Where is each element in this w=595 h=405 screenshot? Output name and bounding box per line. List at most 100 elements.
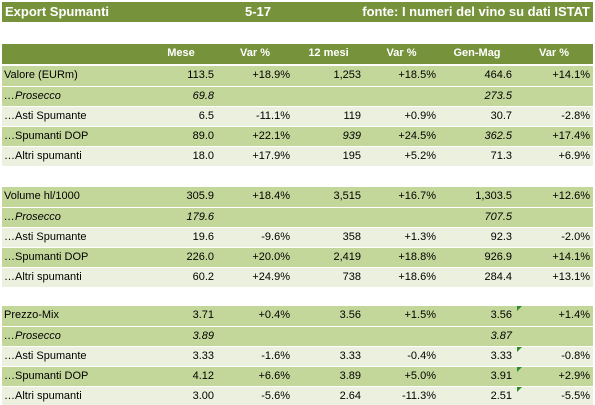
cell-var2: +5.0% [364, 366, 439, 387]
cell-var2: +18.6% [364, 267, 439, 288]
cell-var2: +5.2% [364, 146, 439, 167]
cell-mese: 4.12 [145, 366, 217, 387]
cell-genmag: 3.87 [439, 326, 515, 347]
cell-var1: -5.6% [217, 386, 293, 405]
column-header: Mese Var % 12 mesi Var % Gen-Mag Var % [2, 44, 593, 65]
cell-var2: -11.3% [364, 386, 439, 405]
table-row: …Prosecco 69.8 273.5 [2, 86, 593, 107]
cell-mese: 226.0 [145, 247, 217, 268]
cell-mese: 3.71 [145, 306, 217, 327]
cell-var1: +6.6% [217, 366, 293, 387]
table-row: …Asti Spumante 6.5 -11.1% 119 +0.9% 30.7… [2, 106, 593, 127]
table-row: …Altri spumanti 60.2 +24.9% 738 +18.6% 2… [2, 267, 593, 288]
table-row: …Asti Spumante 19.6 -9.6% 358 +1.3% 92.3… [2, 227, 593, 248]
cell-mese: 113.5 [145, 66, 217, 87]
cell-var2 [364, 326, 439, 347]
row-label: …Altri spumanti [2, 386, 145, 405]
cell-12mesi [293, 207, 364, 228]
cell-mese: 179.6 [145, 207, 217, 228]
cell-12mesi: 2,419 [293, 247, 364, 268]
cell-12mesi: 119 [293, 106, 364, 127]
cell-mese: 19.6 [145, 227, 217, 248]
cell-mese: 60.2 [145, 267, 217, 288]
header-cell-mese: Mese [145, 44, 217, 65]
report-title: Export Spumanti [5, 4, 110, 19]
cell-genmag: 273.5 [439, 86, 515, 107]
row-label: …Altri spumanti [2, 146, 145, 167]
table-row: Volume hl/1000 305.9 +18.4% 3,515 +16.7%… [2, 187, 593, 208]
cell-genmag: 707.5 [439, 207, 515, 228]
cell-var3: +13.1% [515, 267, 593, 288]
row-label: …Asti Spumante [2, 106, 145, 127]
cell-genmag: 464.6 [439, 66, 515, 87]
header-cell-var2: Var % [364, 44, 439, 65]
cell-var3: +2.9% [515, 366, 593, 387]
section-volume: Volume hl/1000 305.9 +18.4% 3,515 +16.7%… [2, 187, 593, 288]
cell-var2: +1.3% [364, 227, 439, 248]
section-prezzo: Prezzo-Mix 3.71 +0.4% 3.56 +1.5% 3.56 +1… [2, 306, 593, 405]
cell-genmag: 926.9 [439, 247, 515, 268]
cell-genmag: 3.56 [439, 306, 515, 327]
table-row: …Spumanti DOP 89.0 +22.1% 939 +24.5% 362… [2, 126, 593, 147]
cell-mese: 69.8 [145, 86, 217, 107]
cell-var1: +22.1% [217, 126, 293, 147]
row-label: …Prosecco [2, 86, 145, 107]
cell-var3 [515, 207, 593, 228]
row-label: …Asti Spumante [2, 346, 145, 367]
table-row: …Prosecco 179.6 707.5 [2, 207, 593, 228]
row-label: …Prosecco [2, 207, 145, 228]
row-label: …Asti Spumante [2, 227, 145, 248]
cell-genmag: 2.51 [439, 386, 515, 405]
cell-genmag: 3.33 [439, 346, 515, 367]
cell-var1: +0.4% [217, 306, 293, 327]
cell-mese: 6.5 [145, 106, 217, 127]
cell-var2: +24.5% [364, 126, 439, 147]
row-label: …Altri spumanti [2, 267, 145, 288]
cell-var1: -1.6% [217, 346, 293, 367]
cell-12mesi: 1,253 [293, 66, 364, 87]
cell-genmag: 362.5 [439, 126, 515, 147]
cell-var3: -5.5% [515, 386, 593, 405]
cell-genmag: 284.4 [439, 267, 515, 288]
cell-var3: -2.0% [515, 227, 593, 248]
table-row: …Altri spumanti 18.0 +17.9% 195 +5.2% 71… [2, 146, 593, 167]
section-valore: Valore (EURm) 113.5 +18.9% 1,253 +18.5% … [2, 66, 593, 167]
cell-var2: -0.4% [364, 346, 439, 367]
cell-var2: +18.5% [364, 66, 439, 87]
table-row: …Spumanti DOP 226.0 +20.0% 2,419 +18.8% … [2, 247, 593, 268]
header-cell-12mesi: 12 mesi [293, 44, 364, 65]
row-label: …Spumanti DOP [2, 247, 145, 268]
cell-12mesi: 2.64 [293, 386, 364, 405]
cell-genmag: 71.3 [439, 146, 515, 167]
table-row: Valore (EURm) 113.5 +18.9% 1,253 +18.5% … [2, 66, 593, 87]
row-label: Valore (EURm) [2, 66, 145, 87]
cell-mese: 3.33 [145, 346, 217, 367]
cell-var2: +16.7% [364, 187, 439, 208]
row-label: Prezzo-Mix [2, 306, 145, 327]
table-row: …Asti Spumante 3.33 -1.6% 3.33 -0.4% 3.3… [2, 346, 593, 367]
cell-mese: 18.0 [145, 146, 217, 167]
cell-12mesi: 3.33 [293, 346, 364, 367]
cell-12mesi: 738 [293, 267, 364, 288]
header-cell-label [2, 44, 145, 65]
cell-var1: +24.9% [217, 267, 293, 288]
header-cell-var3: Var % [515, 44, 593, 65]
cell-12mesi [293, 326, 364, 347]
cell-mese: 89.0 [145, 126, 217, 147]
cell-var1: +18.9% [217, 66, 293, 87]
cell-12mesi: 3.56 [293, 306, 364, 327]
cell-var1: -11.1% [217, 106, 293, 127]
cell-genmag: 3.91 [439, 366, 515, 387]
cell-12mesi [293, 86, 364, 107]
cell-mese: 3.89 [145, 326, 217, 347]
cell-mese: 305.9 [145, 187, 217, 208]
cell-var1: +20.0% [217, 247, 293, 268]
cell-genmag: 30.7 [439, 106, 515, 127]
table-row: …Prosecco 3.89 3.87 [2, 326, 593, 347]
table-row: …Altri spumanti 3.00 -5.6% 2.64 -11.3% 2… [2, 386, 593, 405]
cell-var3: +14.1% [515, 66, 593, 87]
cell-12mesi: 3,515 [293, 187, 364, 208]
row-label: Volume hl/1000 [2, 187, 145, 208]
cell-var1: +17.9% [217, 146, 293, 167]
cell-var1 [217, 326, 293, 347]
